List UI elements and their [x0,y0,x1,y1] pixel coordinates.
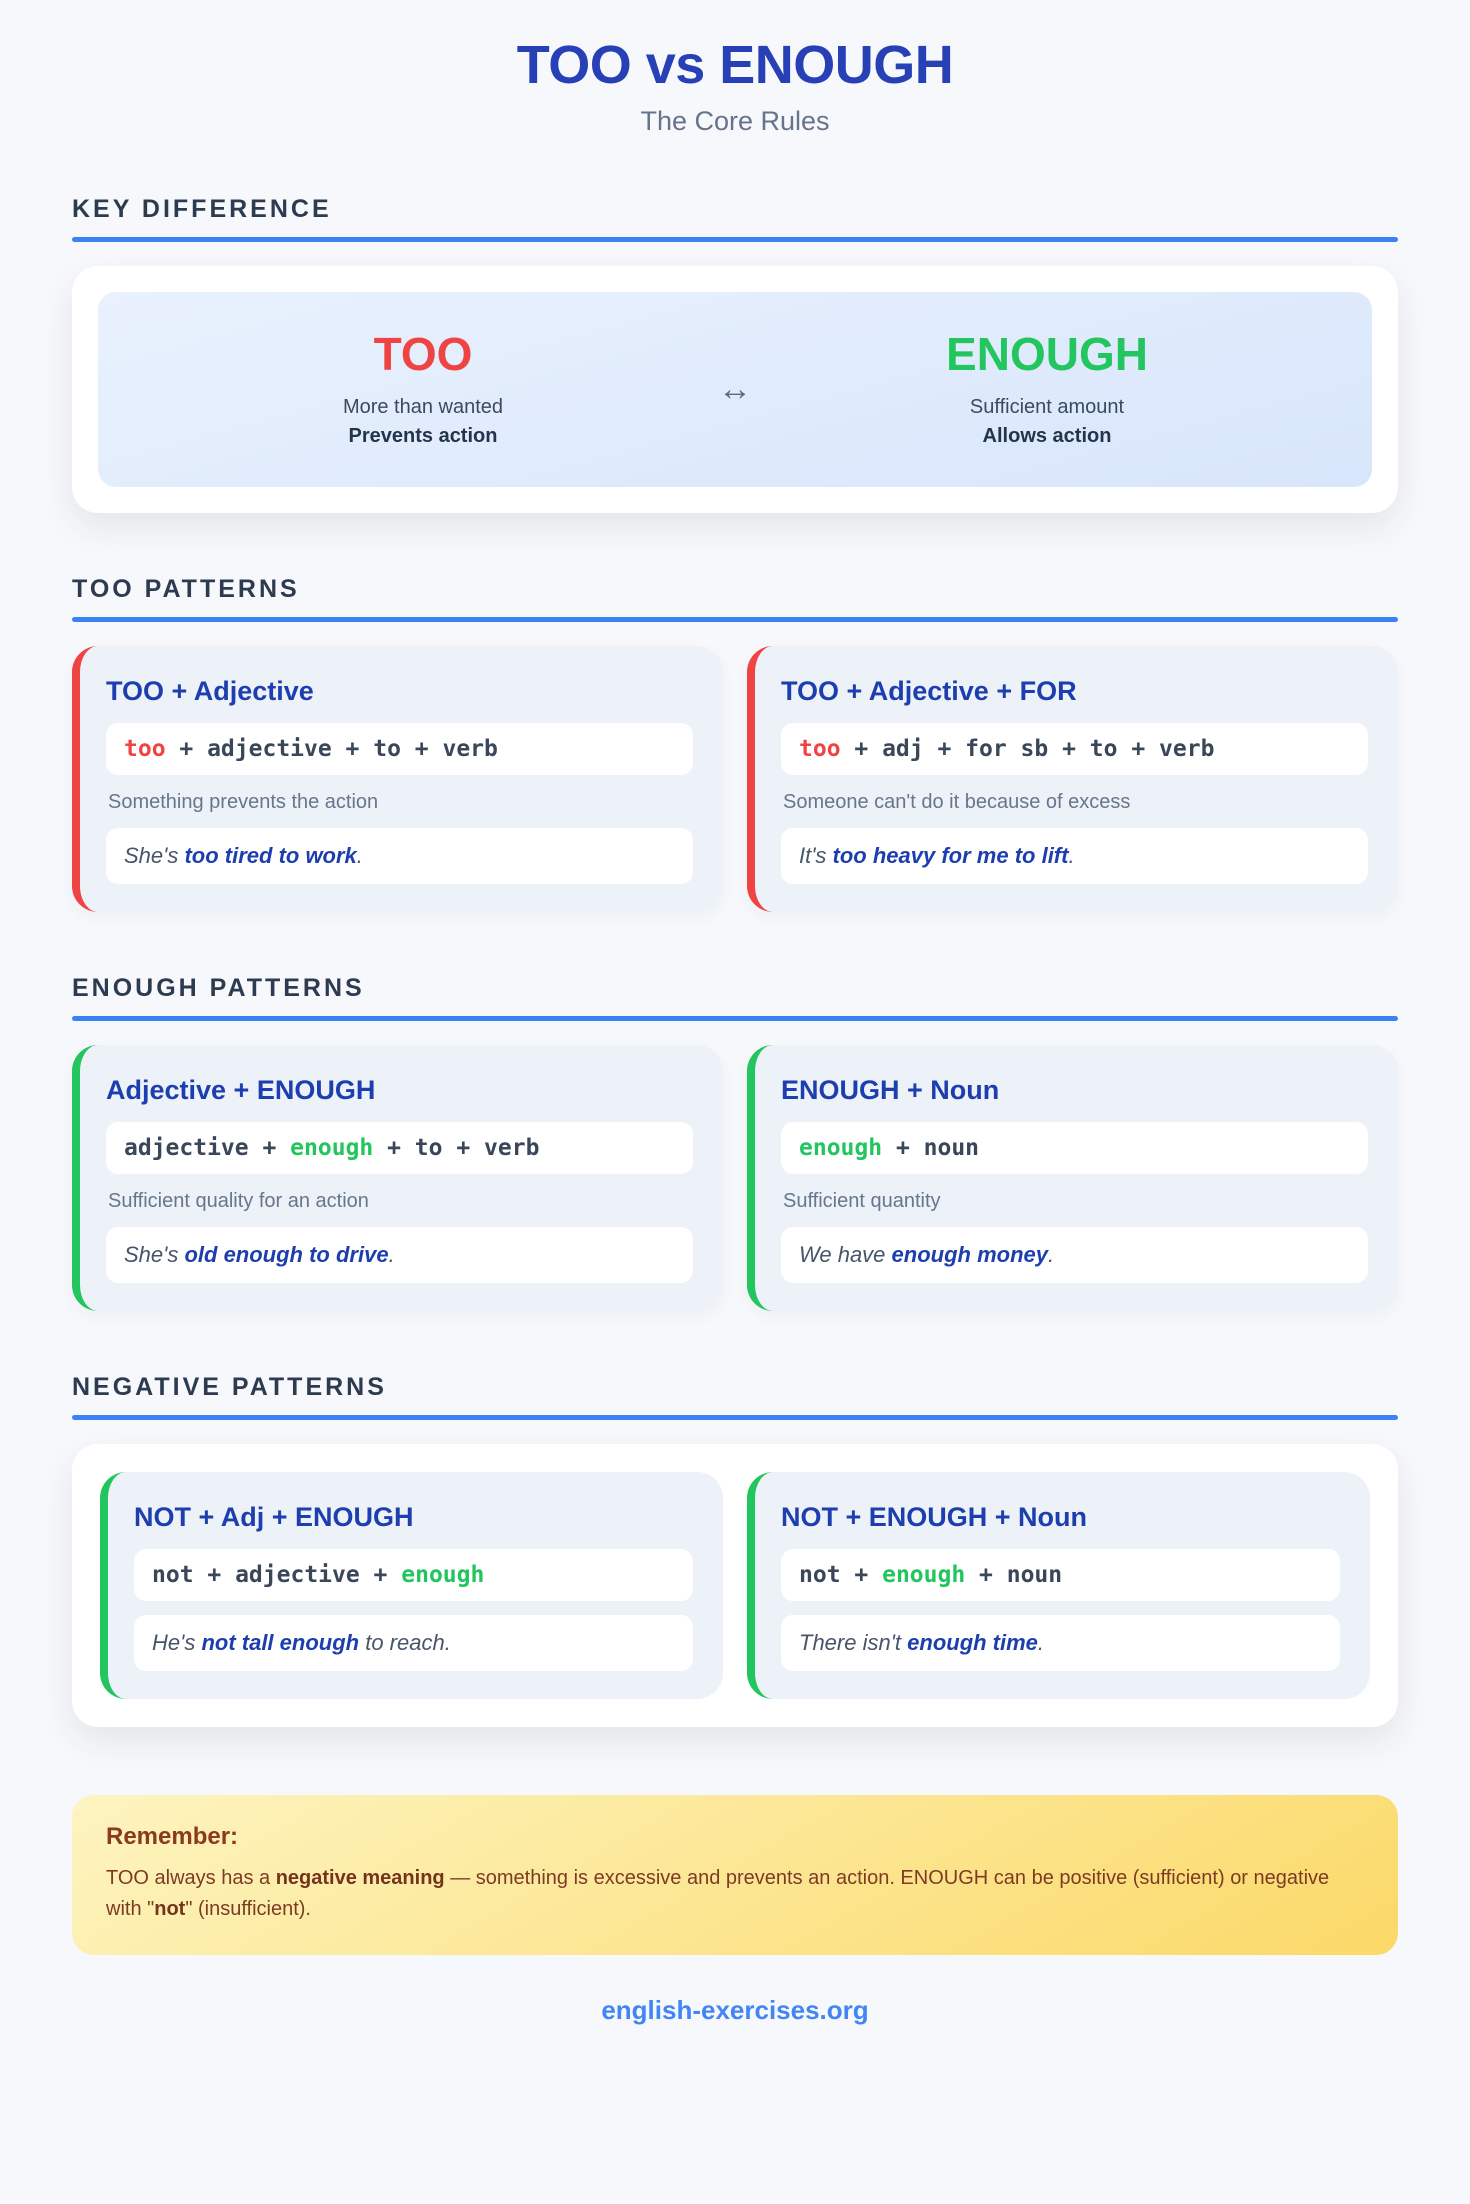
too-description: More than wanted [342,395,504,418]
section-divider [72,616,1398,622]
example-highlight: too tired to work [184,842,357,868]
section-divider [72,1414,1398,1420]
example-post: . [388,1241,395,1267]
formula-keyword: too [124,735,166,762]
example-highlight: enough money [891,1241,1048,1267]
section-divider [72,1015,1398,1021]
formula-pre: adjective + [124,1134,291,1161]
section-too-patterns: TOO PATTERNS TOO + Adjective too + adjec… [72,575,1398,912]
formula-box: enough + noun [781,1121,1368,1174]
remember-title: Remember: [106,1822,239,1850]
double-arrow-icon: ↔ [718,369,752,408]
pattern-card-adjective-enough: Adjective + ENOUGH adjective + enough + … [72,1044,723,1311]
page-subtitle: The Core Rules [640,106,830,136]
pattern-card-too-adjective-for: TOO + Adjective + FOR too + adj + for sb… [747,645,1398,912]
enough-word: ENOUGH [946,328,1148,380]
section-heading-key-difference: KEY DIFFERENCE [72,195,332,223]
card-title: TOO + Adjective [106,675,314,706]
card-description: Sufficient quantity [783,1189,941,1212]
example-highlight: not tall enough [201,1629,360,1655]
remember-segment: — something is excessive and prevents an… [106,1866,1335,1920]
formula-post: + to + verb [373,1134,540,1161]
formula-keyword: enough [799,1134,883,1161]
example-highlight: old enough to drive [184,1241,389,1267]
formula-keyword: enough [290,1134,374,1161]
card-title: NOT + ENOUGH + Noun [781,1501,1088,1532]
formula-post: + adj + for sb + to + verb [840,735,1215,762]
formula-post: + adjective + to + verb [165,735,498,762]
remember-segment: TOO always has a [106,1866,276,1889]
example-box: There isn't enough time. [781,1614,1340,1671]
formula-box: not + adjective + enough [134,1548,693,1601]
card-title: TOO + Adjective + FOR [781,675,1077,706]
pattern-card-not-enough-noun: NOT + ENOUGH + Noun not + enough + noun … [747,1471,1370,1699]
example-box: We have enough money. [781,1226,1368,1283]
formula-keyword: too [799,735,841,762]
example-box: She's too tired to work. [106,827,693,884]
example-post: . [1037,1629,1045,1655]
example-box: It's too heavy for me to lift. [781,827,1368,884]
example-pre: There isn't [799,1629,908,1655]
remember-segment-bold: not [154,1897,186,1920]
example-highlight: enough time [907,1629,1038,1655]
formula-keyword: enough [401,1561,485,1588]
enough-patterns-cards: Adjective + ENOUGH adjective + enough + … [72,1044,1398,1311]
formula-post: + noun [965,1561,1063,1588]
enough-description: Sufficient amount [969,395,1125,418]
section-enough-patterns: ENOUGH PATTERNS Adjective + ENOUGH adjec… [72,974,1398,1311]
example-post: to reach. [359,1629,451,1655]
example-post: . [356,842,363,868]
enough-effect: Allows action [982,424,1112,447]
example-pre: He's [152,1629,202,1655]
page-title: TOO vs ENOUGH [516,35,954,95]
pattern-card-enough-noun: ENOUGH + Noun enough + noun Sufficient q… [747,1044,1398,1311]
section-heading-negative-patterns: NEGATIVE PATTERNS [72,1372,387,1401]
section-key-difference: KEY DIFFERENCE TOO More than wanted Prev… [72,195,1398,513]
example-box: She's old enough to drive. [106,1226,693,1283]
remember-segment: " (insufficient). [185,1897,311,1920]
section-heading-enough-patterns: ENOUGH PATTERNS [72,973,365,1002]
enough-summary: ENOUGH Sufficient amount Allows action [762,328,1332,451]
too-effect: Prevents action [348,424,498,447]
too-summary: TOO More than wanted Prevents action [138,328,708,451]
example-pre: She's [124,1241,185,1267]
formula-pre: not + adjective + [152,1561,402,1588]
example-post: . [1048,1241,1055,1267]
example-pre: It's [799,842,833,868]
card-title: NOT + Adj + ENOUGH [134,1501,414,1532]
pattern-card-not-adj-enough: NOT + Adj + ENOUGH not + adjective + eno… [100,1471,723,1699]
formula-box: too + adj + for sb + to + verb [781,722,1368,775]
formula-post: + noun [882,1134,980,1161]
card-title: Adjective + ENOUGH [106,1074,376,1105]
remember-box: Remember: TOO always has a negative mean… [72,1794,1398,1955]
card-description: Something prevents the action [108,790,379,813]
negative-patterns-card: NOT + Adj + ENOUGH not + adjective + eno… [72,1443,1398,1727]
too-patterns-cards: TOO + Adjective too + adjective + to + v… [72,645,1398,912]
formula-box: adjective + enough + to + verb [106,1121,693,1174]
example-pre: We have [799,1241,892,1267]
formula-pre: not + [799,1561,883,1588]
pattern-card-too-adjective: TOO + Adjective too + adjective + to + v… [72,645,723,912]
card-description: Someone can't do it because of excess [783,790,1131,813]
formula-keyword: enough [882,1561,966,1588]
example-post: . [1068,842,1075,868]
example-highlight: too heavy for me to lift [832,842,1069,868]
key-difference-card: TOO More than wanted Prevents action ↔ E… [72,266,1398,513]
example-pre: She's [124,842,185,868]
section-heading-too-patterns: TOO PATTERNS [72,574,300,603]
too-word: TOO [373,328,473,380]
formula-box: too + adjective + to + verb [106,722,693,775]
card-description: Sufficient quality for an action [108,1189,369,1212]
footer-link[interactable]: english-exercises.org [601,1994,869,2025]
formula-box: not + enough + noun [781,1548,1340,1601]
negative-patterns-cards: NOT + Adj + ENOUGH not + adjective + eno… [100,1471,1370,1699]
example-box: He's not tall enough to reach. [134,1614,693,1671]
section-divider [72,237,1398,242]
remember-segment-bold: negative meaning [275,1866,445,1889]
section-negative-patterns: NEGATIVE PATTERNS NOT + Adj + ENOUGH not… [72,1373,1398,1727]
card-title: ENOUGH + Noun [781,1074,1000,1105]
infographic-page: TOO vs ENOUGH The Core Rules KEY DIFFERE… [72,0,1398,2026]
remember-text: TOO always has a negative meaning — some… [106,1863,1364,1925]
key-difference-panel: TOO More than wanted Prevents action ↔ E… [98,292,1372,487]
